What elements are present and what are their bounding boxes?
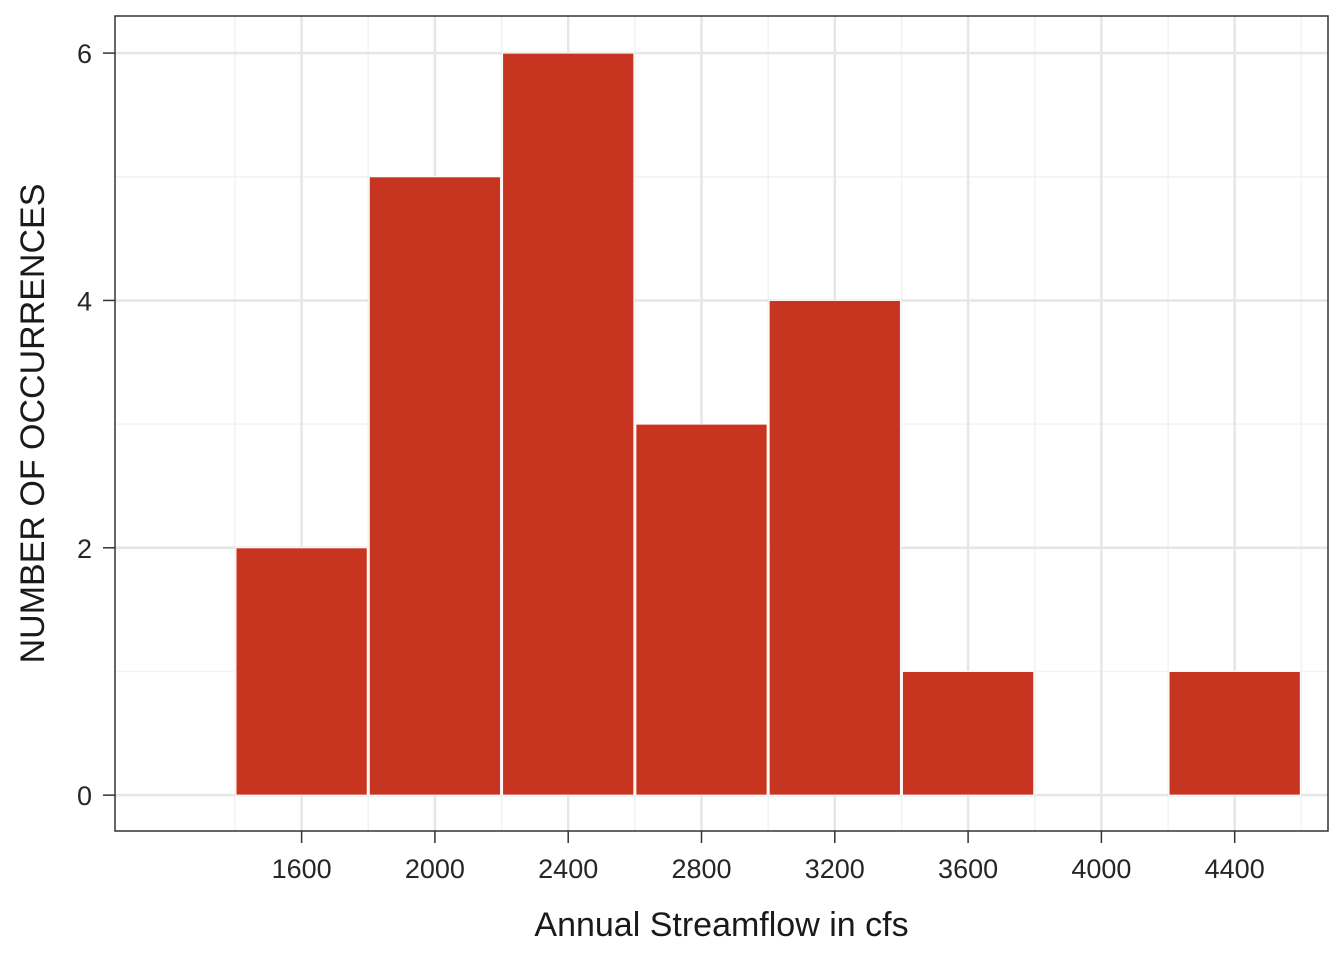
x-tick-label: 2400 (538, 854, 598, 884)
x-axis-title: Annual Streamflow in cfs (534, 906, 908, 944)
plot-frame (114, 15, 1329, 832)
y-tick-label: 6 (77, 39, 92, 69)
x-tick-label: 1600 (272, 854, 332, 884)
x-tick-label: 4000 (1071, 854, 1131, 884)
x-tick-label: 3200 (805, 854, 865, 884)
histogram-bar (502, 52, 635, 796)
x-tick-label: 4400 (1205, 854, 1265, 884)
x-tick-label: 2800 (671, 854, 731, 884)
y-axis: 0 2 4 6 (77, 39, 115, 811)
histogram-bars (235, 52, 1301, 796)
histogram-bar (901, 670, 1035, 796)
y-tick-label: 0 (77, 781, 92, 811)
histogram-bar (768, 299, 901, 796)
y-axis-title: NUMBER OF OCCURRENCES (14, 184, 52, 664)
histogram-bar (635, 423, 768, 796)
x-tick-label: 2000 (405, 854, 465, 884)
histogram-bar (368, 176, 502, 796)
x-tick-label: 3600 (938, 854, 998, 884)
histogram-bar (235, 547, 368, 796)
x-axis: 1600 2000 2400 2800 3200 3600 4000 4400 (272, 831, 1265, 884)
y-tick-label: 4 (77, 286, 92, 316)
histogram-bar (1168, 670, 1301, 796)
y-tick-label: 2 (77, 534, 92, 564)
